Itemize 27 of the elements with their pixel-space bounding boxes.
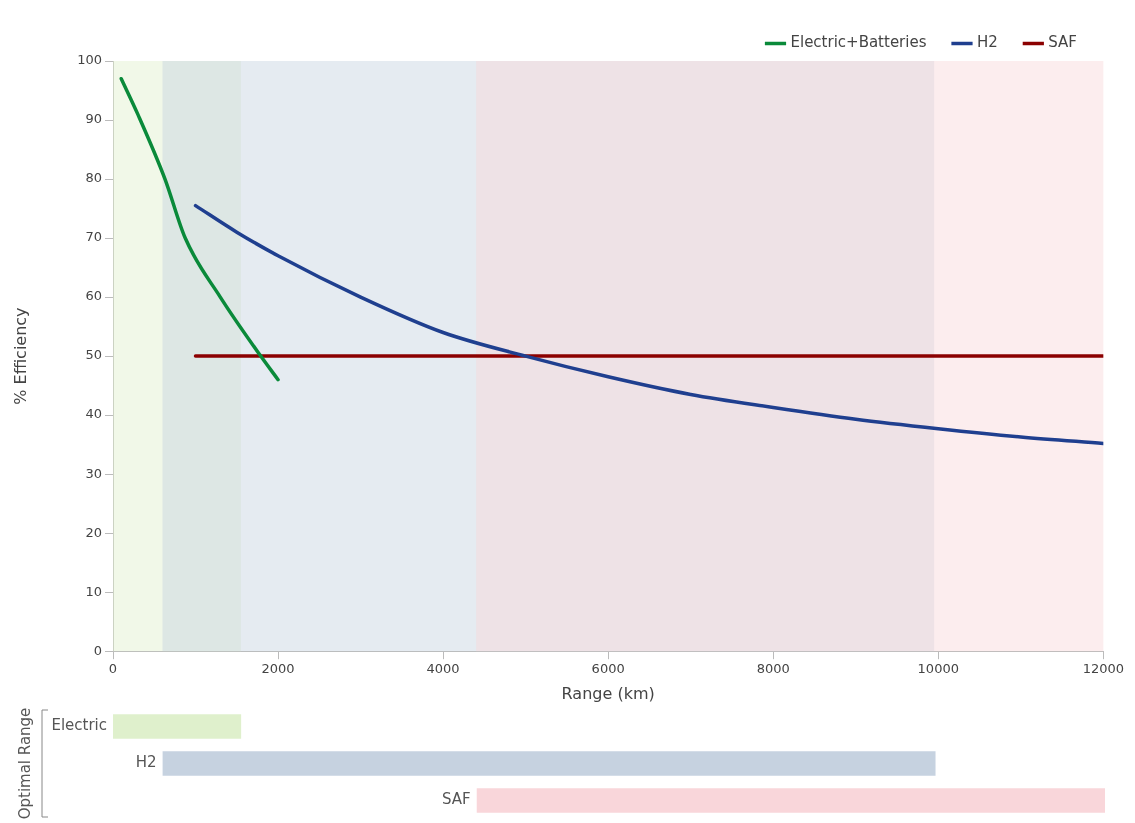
y-tick-label: Electric — [51, 716, 107, 735]
line-series — [119, 76, 280, 382]
x-tick-label: 12000 — [1082, 661, 1124, 677]
x-tick-label: 10000 — [917, 661, 959, 677]
line-series — [193, 203, 1104, 446]
y-tick-label: 0 — [93, 642, 102, 658]
y-tick-label: 50 — [85, 347, 102, 363]
y-tick-label: 30 — [85, 465, 102, 481]
y-axis-title: % Efficiency — [10, 307, 30, 405]
y-tick-label: 10 — [85, 583, 102, 599]
y-tick-label: 60 — [85, 288, 102, 304]
legend-label: H2 — [976, 33, 998, 52]
x-tick-label: 6000 — [591, 661, 625, 677]
x-tick-label: 0 — [108, 661, 118, 677]
y-tick-label: 100 — [77, 52, 102, 68]
x-tick-label: 2000 — [261, 661, 295, 677]
y-axis-title: Optimal Range — [15, 707, 34, 820]
y-tick-label: 80 — [85, 170, 102, 186]
legend-label: SAF — [1048, 33, 1078, 52]
legend-label: Electric+Batteries — [790, 33, 927, 52]
y-tick-label: 20 — [85, 524, 102, 540]
x-axis-title: Range (km) — [561, 683, 655, 703]
y-tick-label: 70 — [85, 229, 102, 245]
y-tick-label: 90 — [85, 111, 102, 127]
x-tick-label: 8000 — [756, 661, 790, 677]
y-tick-label: 40 — [85, 406, 102, 422]
x-tick-label: 4000 — [426, 661, 460, 677]
